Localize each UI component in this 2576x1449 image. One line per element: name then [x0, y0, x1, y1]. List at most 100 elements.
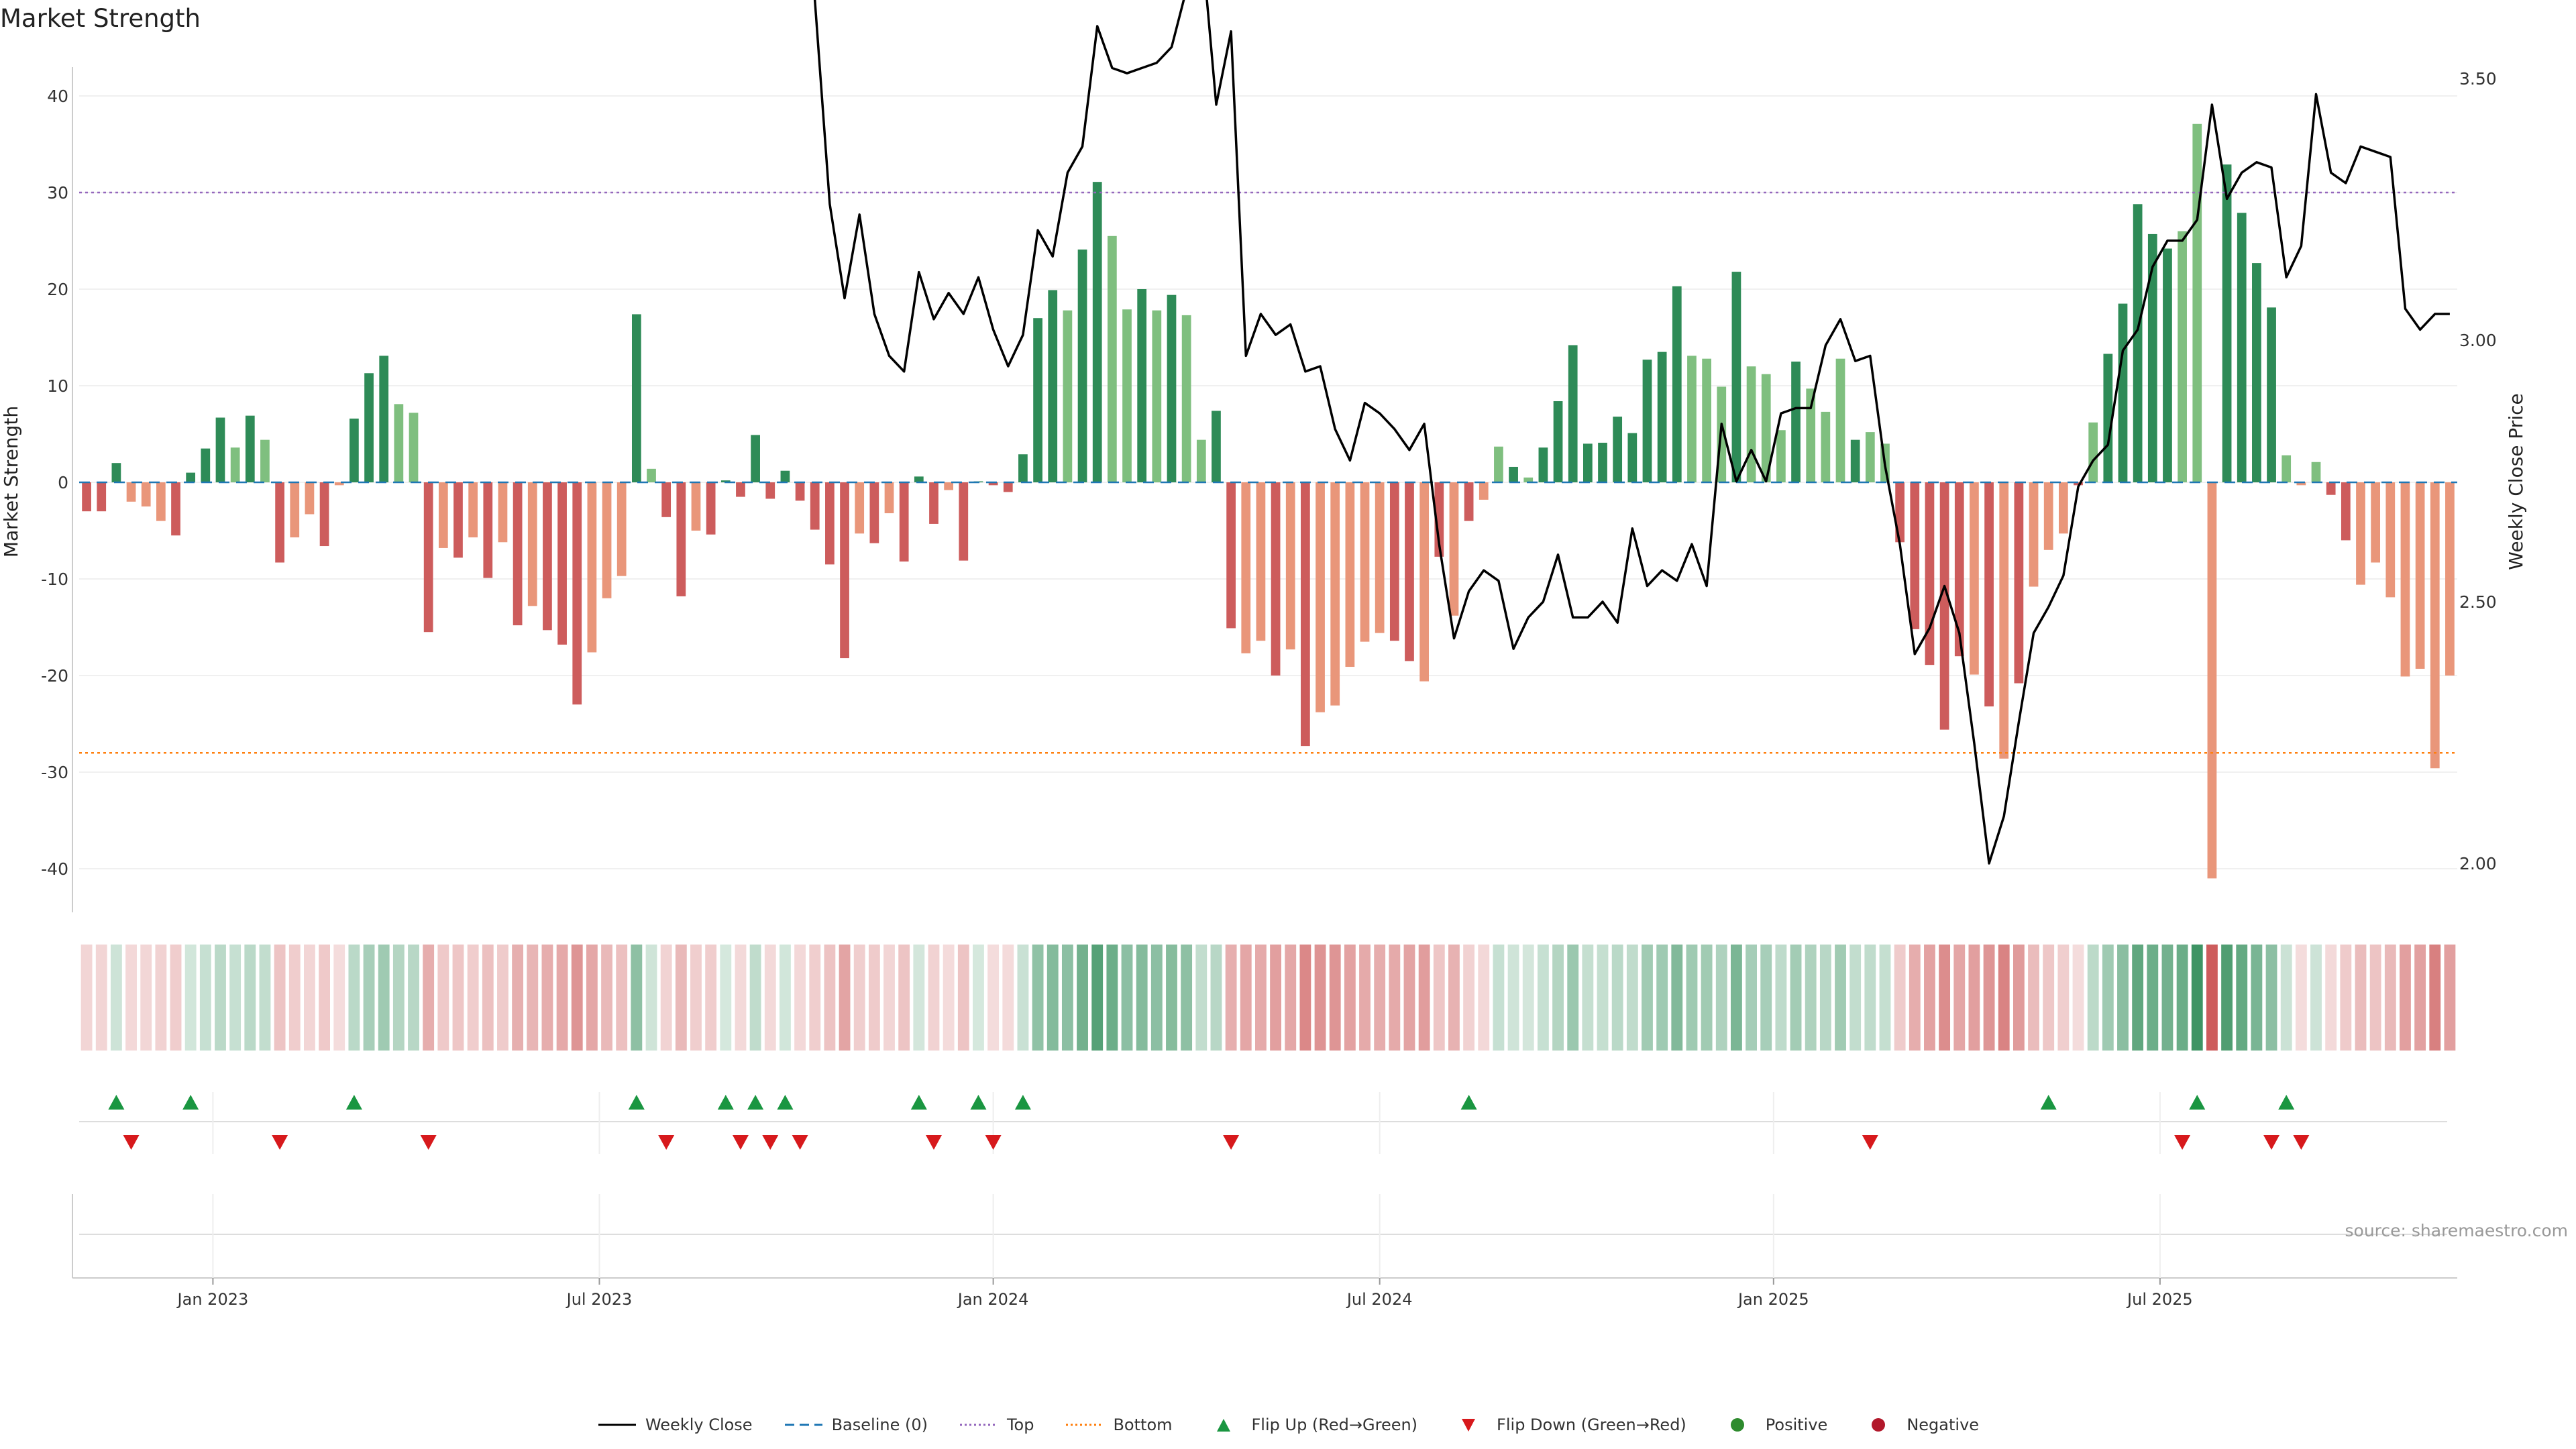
heat-cell — [2147, 945, 2159, 1051]
strength-bar — [543, 482, 552, 631]
heat-cell — [1150, 945, 1163, 1051]
heat-cell — [2280, 945, 2292, 1051]
heat-cell — [1582, 945, 1594, 1051]
heat-cell — [1046, 945, 1059, 1051]
heat-cell — [1939, 945, 1951, 1051]
heat-cell — [1701, 945, 1713, 1051]
weekly-close-line — [813, 0, 2450, 865]
strength-bar — [1776, 430, 1786, 482]
heat-cell — [675, 945, 687, 1051]
strength-bar — [1405, 482, 1414, 661]
legend-marker-icon — [1462, 1419, 1476, 1432]
heat-cell — [288, 945, 301, 1051]
y-tick-label: -20 — [41, 666, 68, 686]
heat-cell — [2028, 945, 2039, 1051]
strength-bar — [2311, 462, 2321, 482]
flip-down-marker — [732, 1135, 749, 1150]
flip-up-marker — [717, 1095, 734, 1110]
strength-bar — [2118, 303, 2128, 482]
weekly-close-path — [813, 0, 2450, 865]
strength-bar — [1389, 482, 1399, 641]
heat-cell — [333, 945, 345, 1051]
strength-bar — [676, 482, 686, 596]
legend-item: Flip Up (Red→Green) — [1203, 1415, 1418, 1434]
strength-bar — [1791, 362, 1801, 482]
heat-cell — [1210, 945, 1222, 1051]
strength-bar — [2058, 482, 2068, 534]
flip-down-marker — [792, 1135, 808, 1150]
heat-cell — [1715, 945, 1727, 1051]
y2-tick-label: 2.50 — [2459, 592, 2497, 612]
strength-bar — [1494, 446, 1503, 482]
legend-label: Flip Up (Red→Green) — [1251, 1415, 1418, 1434]
strength-bar — [1761, 374, 1771, 482]
strength-bar — [691, 482, 701, 531]
heat-cell — [2236, 945, 2248, 1051]
y2-axis-ticks: 5.004.504.003.503.002.502.00 — [2459, 69, 2497, 873]
strength-bar — [661, 482, 672, 517]
heat-cell — [319, 945, 330, 1051]
flip-up-marker — [2189, 1095, 2206, 1110]
strength-bar — [1806, 388, 1816, 482]
strength-bar — [230, 447, 240, 482]
heat-cell — [259, 945, 271, 1051]
y-axis-ticks: 40 30 20 10 0 -10 -20 -30 -40 — [41, 87, 68, 879]
strength-bar — [305, 482, 315, 515]
heat-cell — [2251, 945, 2263, 1051]
heat-cell — [2102, 945, 2114, 1051]
flip-markers — [79, 1092, 2447, 1154]
heat-cell — [601, 945, 612, 1051]
heat-cell — [943, 945, 955, 1051]
y-tick-label: 30 — [47, 183, 68, 203]
y-tick-label: 0 — [58, 473, 68, 492]
strength-bar — [2088, 422, 2098, 482]
strength-bar — [2103, 354, 2113, 482]
legend-marker-icon — [784, 1424, 822, 1426]
strength-bar — [1553, 401, 1563, 482]
heat-cell — [1849, 945, 1862, 1051]
heat-cell — [452, 945, 464, 1051]
heat-cell — [95, 945, 107, 1051]
strength-bar — [616, 482, 627, 576]
heat-cell — [2429, 945, 2441, 1051]
heat-cell — [2012, 945, 2025, 1051]
heat-cell — [1017, 945, 1029, 1051]
heat-cell — [2221, 945, 2233, 1051]
strength-bar — [855, 482, 865, 534]
heat-cell — [1567, 945, 1579, 1051]
strength-bar — [1419, 482, 1430, 682]
strength-bar — [483, 482, 493, 578]
heat-cell — [423, 945, 435, 1051]
strength-bar — [988, 482, 998, 486]
strength-bar — [587, 482, 597, 653]
strength-bar — [364, 373, 374, 482]
strength-bar — [2400, 482, 2410, 677]
heat-cell — [1909, 945, 1921, 1051]
source-note: source: sharemaestro.com — [2345, 1221, 2569, 1240]
strength-bar — [334, 482, 344, 486]
strength-bar — [825, 482, 835, 565]
heat-cell — [2072, 945, 2084, 1051]
heat-cell — [1181, 945, 1193, 1051]
heat-cell — [1894, 945, 1906, 1051]
flip-up-marker — [1014, 1095, 1031, 1110]
flip-up-marker — [777, 1095, 794, 1110]
heat-cell — [170, 945, 182, 1051]
strength-bar — [379, 356, 389, 482]
heat-cell — [2400, 945, 2411, 1051]
strength-bar — [572, 482, 582, 705]
heat-cell — [1314, 945, 1326, 1051]
heat-cell — [2132, 945, 2144, 1051]
legend-marker-icon — [1216, 1419, 1230, 1432]
heat-cell — [1537, 945, 1549, 1051]
strength-bar — [111, 463, 121, 482]
strength-bar — [290, 482, 300, 538]
heat-cell — [1731, 945, 1742, 1051]
strength-bar — [1063, 310, 1073, 482]
heat-cell — [1656, 945, 1668, 1051]
heat-cell — [1968, 945, 1980, 1051]
strength-bar — [2178, 231, 2187, 482]
heat-cell — [80, 945, 93, 1051]
strength-bar — [2074, 482, 2083, 486]
heat-cell — [363, 945, 375, 1051]
